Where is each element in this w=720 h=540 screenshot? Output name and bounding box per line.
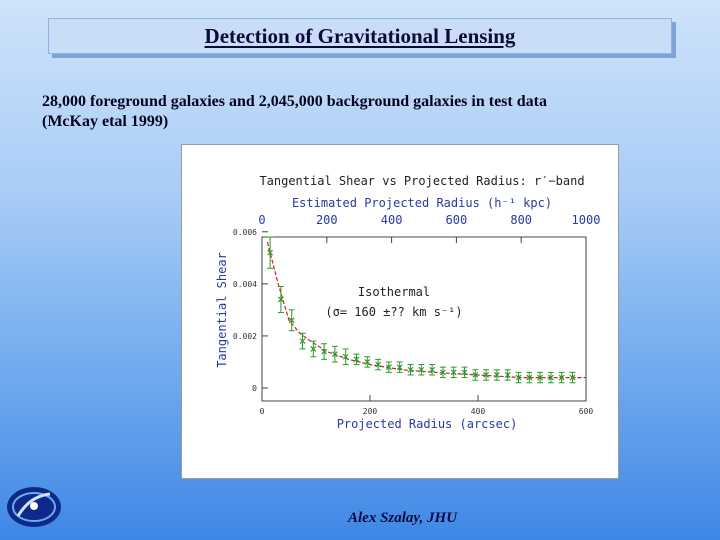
point-marker — [569, 374, 576, 381]
point-marker — [483, 372, 490, 378]
data-point — [461, 366, 468, 379]
plot-border — [261, 236, 587, 402]
point-marker — [375, 361, 382, 368]
data-point — [450, 366, 457, 379]
isothermal-model — [266, 242, 586, 379]
point-marker — [364, 359, 371, 365]
point-marker — [418, 366, 425, 373]
data-point — [418, 364, 425, 376]
data-point — [331, 345, 338, 363]
top-tick-label: 600 — [446, 213, 468, 227]
data-point — [526, 371, 533, 384]
shear-chart: Tangential Shear vs Projected Radius: r′… — [215, 174, 601, 431]
y-axis-label: Tangential Shear — [215, 252, 229, 368]
top-tick-label: 200 — [316, 213, 338, 227]
point-marker — [385, 364, 392, 371]
point-marker — [537, 374, 544, 381]
point-marker — [321, 348, 328, 355]
y-tick-label: 0.002 — [233, 332, 257, 341]
data-point — [493, 369, 500, 381]
top-tick-label: 0 — [258, 213, 265, 227]
point-marker — [472, 372, 479, 378]
point-marker — [342, 353, 349, 360]
point-marker — [267, 249, 274, 256]
y-tick-label: 0.004 — [233, 280, 257, 289]
chart-title: Tangential Shear vs Projected Radius: r′… — [259, 174, 584, 188]
isothermal-model-curve — [266, 242, 586, 379]
data-point — [267, 236, 274, 269]
data-point — [504, 369, 511, 381]
data-point — [277, 285, 284, 313]
galaxy-logo-icon — [7, 487, 61, 527]
point-marker — [461, 369, 468, 376]
top-tick-label: 1000 — [572, 213, 601, 227]
point-marker — [407, 366, 414, 373]
plot-frame — [261, 236, 587, 402]
data-point — [547, 371, 554, 384]
data-point — [299, 332, 306, 350]
data-point — [515, 371, 522, 384]
data-point — [353, 353, 360, 366]
point-marker — [439, 369, 446, 376]
data-point — [558, 371, 565, 384]
point-marker — [450, 369, 457, 376]
annotation-isothermal: Isothermal — [358, 285, 430, 299]
data-point — [342, 348, 349, 366]
x-tick-label: 600 — [579, 407, 594, 416]
data-point — [385, 361, 392, 373]
data-point — [569, 371, 576, 384]
x-tick-label: 200 — [363, 407, 378, 416]
point-marker — [504, 372, 511, 378]
footer-author: Alex Szalay, JHU — [348, 510, 458, 526]
point-marker — [558, 374, 565, 381]
subtitle-line-2: (McKay etal 1999) — [42, 113, 169, 130]
data-point — [364, 356, 371, 368]
annotation-sigma: (σ= 160 ±?? km s⁻¹) — [325, 305, 462, 319]
top-tick-label: 400 — [381, 213, 403, 227]
top-axis-label: Estimated Projected Radius (h⁻¹ kpc) — [292, 196, 552, 210]
data-point — [321, 343, 328, 360]
point-marker — [515, 374, 522, 381]
x-tick-label: 0 — [260, 407, 265, 416]
slide-title: Detection of Gravitational Lensing — [204, 23, 516, 48]
point-marker — [547, 374, 554, 381]
point-marker — [493, 372, 500, 378]
slide-title-box: Detection of Gravitational Lensing — [48, 18, 672, 54]
point-marker — [331, 351, 338, 358]
data-point — [396, 361, 403, 373]
point-marker — [429, 366, 436, 373]
data-point — [483, 369, 490, 381]
point-marker — [310, 346, 317, 352]
x-axis-label: Projected Radius (arcsec) — [337, 417, 518, 431]
data-point — [310, 340, 317, 358]
data-point — [375, 358, 382, 371]
y-tick-label: 0.006 — [233, 228, 257, 237]
data-point — [439, 366, 446, 379]
slide-subtitle: 28,000 foreground galaxies and 2,045,000… — [42, 92, 682, 132]
chart-panel: Tangential Shear vs Projected Radius: r′… — [181, 144, 619, 479]
point-marker — [299, 338, 306, 345]
point-marker — [396, 364, 403, 371]
point-marker — [353, 356, 360, 363]
subtitle-line-1: 28,000 foreground galaxies and 2,045,000… — [42, 93, 547, 110]
data-point — [537, 371, 544, 384]
point-marker — [288, 317, 295, 324]
point-marker — [526, 374, 533, 381]
y-tick-label: 0 — [252, 384, 257, 393]
point-marker — [277, 296, 284, 303]
data-point — [407, 364, 414, 376]
data-point — [288, 309, 295, 332]
data-point — [472, 369, 479, 381]
data-points — [267, 236, 576, 384]
top-tick-label: 800 — [510, 213, 532, 227]
x-tick-label: 400 — [471, 407, 486, 416]
data-point — [429, 364, 436, 376]
